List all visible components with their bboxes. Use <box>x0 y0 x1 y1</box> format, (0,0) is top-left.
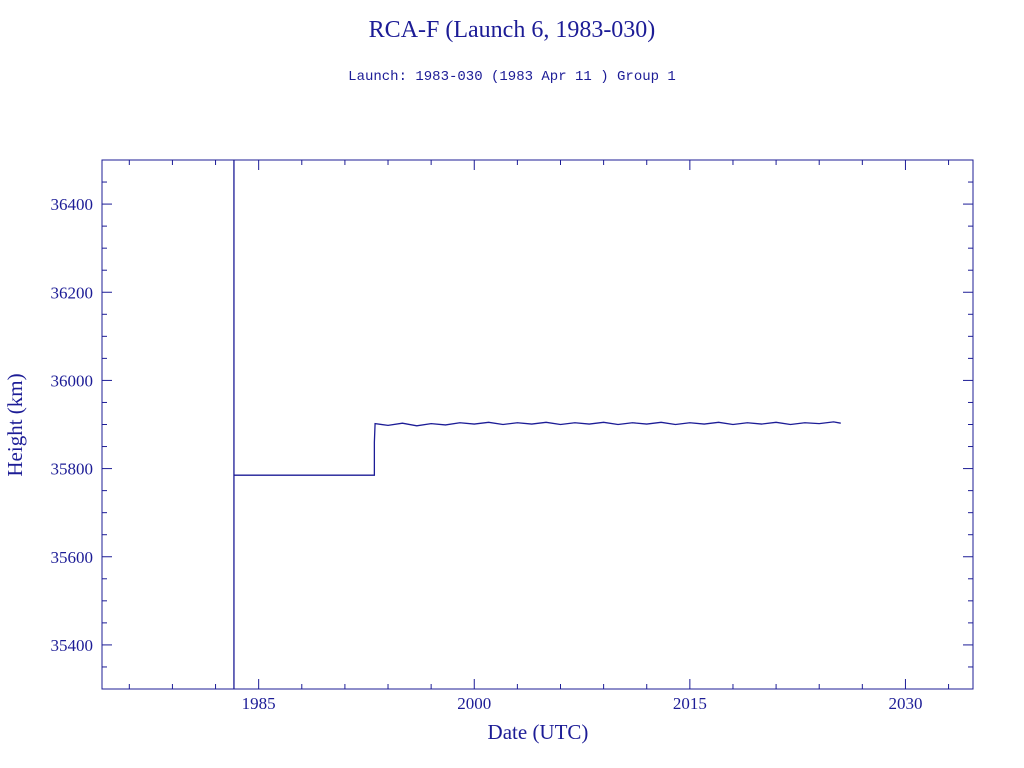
x-axis-label: Date (UTC) <box>488 720 589 744</box>
x-tick-label: 1985 <box>242 694 276 713</box>
x-tick-label: 2015 <box>673 694 707 713</box>
chart-subtitle: Launch: 1983-030 (1983 Apr 11 ) Group 1 <box>348 69 676 85</box>
y-tick-label: 36200 <box>51 283 94 302</box>
y-tick-label: 36000 <box>51 371 94 390</box>
y-tick-label: 35600 <box>51 548 94 567</box>
x-tick-label: 2030 <box>888 694 922 713</box>
y-tick-label: 35400 <box>51 636 94 655</box>
plot-frame <box>101 159 974 690</box>
data-line <box>233 160 841 689</box>
x-tick-label: 2000 <box>457 694 491 713</box>
chart-title: RCA-F (Launch 6, 1983-030) <box>369 17 656 43</box>
y-tick-label: 36400 <box>51 195 94 214</box>
y-axis-label: Height (km) <box>3 373 27 476</box>
y-tick-label: 35800 <box>51 460 94 479</box>
